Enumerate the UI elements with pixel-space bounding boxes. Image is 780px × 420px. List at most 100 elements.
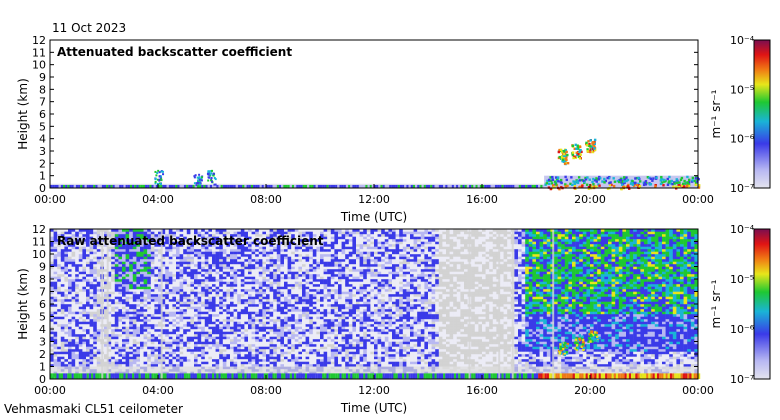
surface-layer-cell xyxy=(181,184,184,188)
noise-cell xyxy=(172,269,177,272)
noise-cell xyxy=(78,231,83,235)
noise-cell xyxy=(194,334,198,337)
noise-cell xyxy=(291,254,295,257)
noise-cell xyxy=(201,334,205,337)
noise-cell xyxy=(237,294,241,297)
noise-cell xyxy=(262,264,267,267)
noise-cell xyxy=(132,279,137,282)
noise-cell xyxy=(244,306,249,310)
noise-cell xyxy=(96,264,101,267)
noise-cell xyxy=(255,266,259,270)
noise-cell xyxy=(204,259,209,262)
noise-cell xyxy=(269,329,274,332)
noise-cell xyxy=(60,266,65,270)
noise-cell xyxy=(287,356,292,360)
noise-cell xyxy=(165,321,169,325)
noise-cell xyxy=(197,354,202,357)
noise-cell xyxy=(158,319,162,322)
aerosol-cell xyxy=(610,183,613,187)
noise-cell xyxy=(150,319,155,322)
noise-cell xyxy=(287,304,292,307)
noise-cell xyxy=(273,246,277,250)
noise-cell xyxy=(269,361,274,365)
noise-cell xyxy=(140,311,144,315)
noise-cell xyxy=(262,251,267,255)
noise-cell xyxy=(86,301,90,305)
noise-cell xyxy=(154,329,159,332)
noise-cell xyxy=(262,304,267,307)
noise-cell xyxy=(219,311,223,315)
noise-cell xyxy=(190,249,195,252)
noise-cell xyxy=(294,284,299,287)
noise-cell xyxy=(262,361,267,365)
noise-cell xyxy=(68,246,72,250)
surface-layer-cell xyxy=(358,184,362,188)
noise-cell xyxy=(125,239,130,242)
noise-cell xyxy=(219,291,223,295)
noise-cell xyxy=(190,304,195,307)
noise-cell xyxy=(82,304,87,307)
noise-cell xyxy=(294,299,299,302)
noise-cell xyxy=(82,229,87,232)
noise-cell xyxy=(75,354,79,357)
panel-attenuated: Attenuated backscatter coefficient 01234… xyxy=(16,34,771,224)
noise-cell xyxy=(107,364,112,367)
noise-cell xyxy=(154,234,159,237)
noise-cell xyxy=(50,246,54,250)
noise-cell xyxy=(154,284,159,287)
surface-layer-cell xyxy=(529,184,532,188)
noise-cell xyxy=(219,269,223,272)
noise-cell xyxy=(215,314,220,317)
noise-cell xyxy=(294,244,299,247)
noise-cell xyxy=(222,321,227,325)
noise-cell xyxy=(93,244,97,247)
noise-cell xyxy=(194,306,198,310)
noise-cell xyxy=(273,319,277,322)
noise-cell xyxy=(68,284,72,287)
surface-layer-cell xyxy=(106,184,109,188)
noise-cell xyxy=(179,299,184,302)
noise-cell xyxy=(82,301,87,305)
noise-cell xyxy=(57,359,61,362)
noise-cell xyxy=(215,339,220,342)
noise-cell xyxy=(96,294,101,297)
noise-cell xyxy=(273,354,277,357)
surface-layer-cell xyxy=(259,184,262,188)
noise-cell xyxy=(244,309,249,312)
noise-cell xyxy=(280,241,285,245)
noise-cell xyxy=(276,299,281,302)
noise-cell xyxy=(64,229,69,232)
aerosol-cell xyxy=(671,182,674,186)
noise-cell xyxy=(294,234,299,237)
noise-cell xyxy=(158,354,162,357)
cloud-cell xyxy=(200,176,203,179)
noise-cell xyxy=(208,334,213,337)
noise-cell xyxy=(60,316,65,320)
noise-cell xyxy=(107,274,112,277)
noise-cell xyxy=(125,291,130,295)
noise-cell xyxy=(201,246,205,250)
surface-layer-cell xyxy=(142,184,146,188)
noise-cell xyxy=(269,264,274,267)
noise-cell xyxy=(64,296,69,300)
noise-cell xyxy=(237,319,241,322)
noise-cell xyxy=(176,284,180,287)
noise-cell xyxy=(89,326,94,330)
noise-cell xyxy=(136,281,141,285)
noise-cell xyxy=(118,264,123,267)
noise-cell xyxy=(86,279,90,282)
noise-cell xyxy=(111,261,115,265)
noise-cell xyxy=(287,331,292,335)
noise-cell xyxy=(125,341,130,345)
noise-cell xyxy=(125,246,130,250)
noise-cell xyxy=(96,319,101,322)
noise-cell xyxy=(230,294,234,297)
noise-cell xyxy=(237,351,241,355)
noise-cell xyxy=(57,229,61,232)
noise-cell xyxy=(143,231,148,235)
noise-cell xyxy=(251,341,256,345)
noise-cell xyxy=(240,364,245,367)
noise-cell xyxy=(266,316,270,320)
noise-cell xyxy=(114,346,119,350)
aerosol-cell xyxy=(595,177,598,180)
